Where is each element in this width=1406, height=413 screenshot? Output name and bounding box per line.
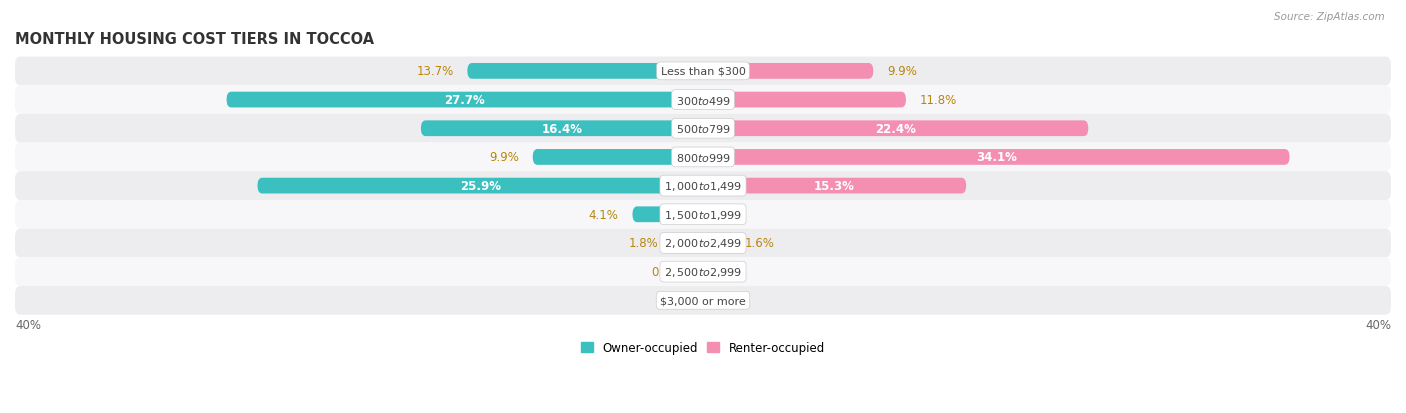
Text: Less than $300: Less than $300 — [661, 67, 745, 77]
Text: $3,000 or more: $3,000 or more — [661, 296, 745, 306]
FancyBboxPatch shape — [695, 264, 703, 280]
Text: 0.0%: 0.0% — [717, 294, 747, 307]
Text: 16.4%: 16.4% — [541, 122, 582, 135]
FancyBboxPatch shape — [15, 258, 1391, 286]
FancyBboxPatch shape — [703, 178, 966, 194]
Text: 0.0%: 0.0% — [659, 294, 689, 307]
FancyBboxPatch shape — [15, 86, 1391, 115]
FancyBboxPatch shape — [15, 57, 1391, 86]
Text: 1.8%: 1.8% — [628, 237, 658, 250]
Text: 0.0%: 0.0% — [717, 208, 747, 221]
FancyBboxPatch shape — [226, 93, 703, 108]
FancyBboxPatch shape — [257, 178, 703, 194]
FancyBboxPatch shape — [703, 64, 873, 80]
Text: 13.7%: 13.7% — [416, 65, 454, 78]
Text: 25.9%: 25.9% — [460, 180, 501, 192]
FancyBboxPatch shape — [703, 93, 905, 108]
Text: Source: ZipAtlas.com: Source: ZipAtlas.com — [1274, 12, 1385, 22]
Text: $1,000 to $1,499: $1,000 to $1,499 — [664, 180, 742, 192]
Text: 9.9%: 9.9% — [887, 65, 917, 78]
Text: MONTHLY HOUSING COST TIERS IN TOCCOA: MONTHLY HOUSING COST TIERS IN TOCCOA — [15, 31, 374, 46]
Text: 27.7%: 27.7% — [444, 94, 485, 107]
Text: 15.3%: 15.3% — [814, 180, 855, 192]
FancyBboxPatch shape — [420, 121, 703, 137]
Text: 40%: 40% — [15, 318, 41, 331]
FancyBboxPatch shape — [15, 286, 1391, 315]
Text: 11.8%: 11.8% — [920, 94, 957, 107]
FancyBboxPatch shape — [633, 207, 703, 223]
FancyBboxPatch shape — [467, 64, 703, 80]
Text: 40%: 40% — [1365, 318, 1391, 331]
Text: 9.9%: 9.9% — [489, 151, 519, 164]
Text: 0.5%: 0.5% — [651, 266, 681, 278]
FancyBboxPatch shape — [15, 115, 1391, 143]
FancyBboxPatch shape — [15, 200, 1391, 229]
FancyBboxPatch shape — [15, 172, 1391, 200]
FancyBboxPatch shape — [533, 150, 703, 166]
Text: $300 to $499: $300 to $499 — [675, 94, 731, 106]
Text: 4.1%: 4.1% — [589, 208, 619, 221]
Text: $2,500 to $2,999: $2,500 to $2,999 — [664, 266, 742, 278]
FancyBboxPatch shape — [703, 121, 1088, 137]
Legend: Owner-occupied, Renter-occupied: Owner-occupied, Renter-occupied — [576, 337, 830, 359]
Text: $800 to $999: $800 to $999 — [675, 152, 731, 164]
FancyBboxPatch shape — [703, 235, 731, 251]
FancyBboxPatch shape — [15, 143, 1391, 172]
FancyBboxPatch shape — [703, 150, 1289, 166]
Text: 0.0%: 0.0% — [717, 266, 747, 278]
Text: 22.4%: 22.4% — [875, 122, 917, 135]
Text: 34.1%: 34.1% — [976, 151, 1017, 164]
Text: $500 to $799: $500 to $799 — [675, 123, 731, 135]
FancyBboxPatch shape — [15, 229, 1391, 258]
FancyBboxPatch shape — [672, 235, 703, 251]
Text: $2,000 to $2,499: $2,000 to $2,499 — [664, 237, 742, 250]
Text: $1,500 to $1,999: $1,500 to $1,999 — [664, 208, 742, 221]
Text: 1.6%: 1.6% — [744, 237, 775, 250]
